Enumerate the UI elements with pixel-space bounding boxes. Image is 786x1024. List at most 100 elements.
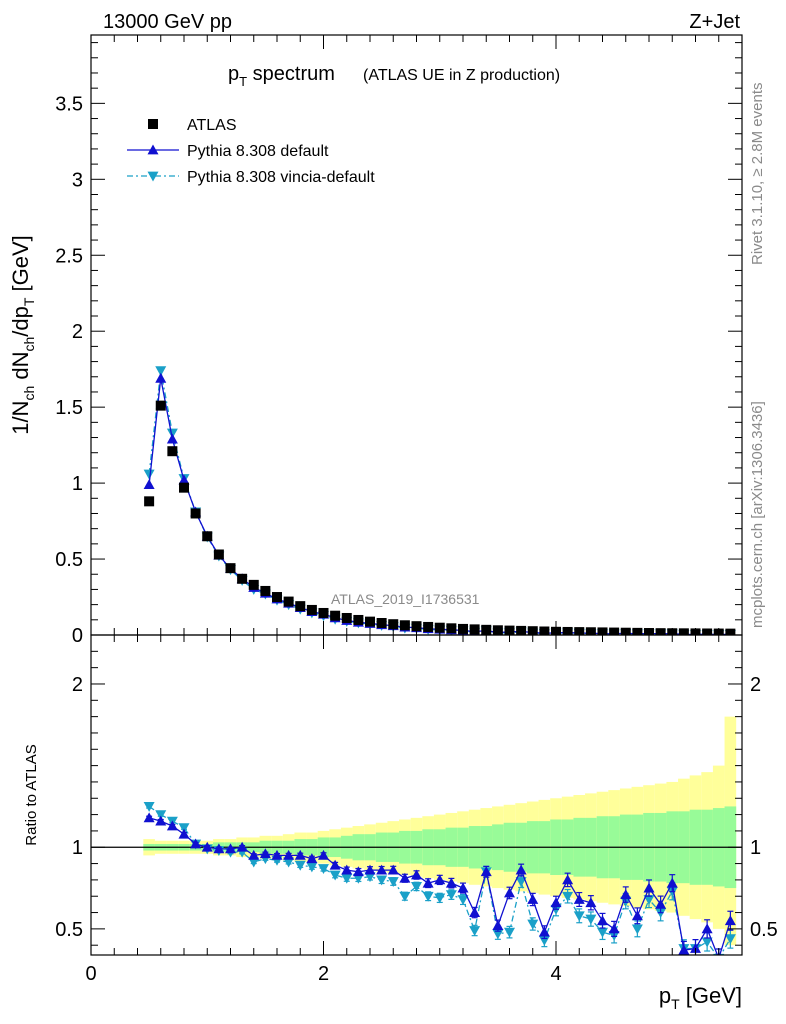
pythia-default-ratio-point — [480, 866, 492, 877]
pythia-default-ratio-point — [550, 897, 562, 908]
process-label: Z+Jet — [689, 11, 740, 33]
pythia-default-ratio-point — [190, 838, 202, 849]
y-tick-label-ratio: 0.5 — [55, 919, 83, 941]
pythia-default-ratio-point — [608, 923, 620, 934]
atlas-data-point — [272, 592, 282, 603]
pythia-default-ratio-point — [597, 915, 608, 926]
atlas-data-point — [318, 607, 329, 618]
legend-marker — [148, 119, 158, 129]
atlas-data-point — [678, 628, 689, 635]
pythia-default-ratio-point — [678, 944, 690, 955]
pythia-default-ratio-point — [469, 907, 481, 917]
pythia-default-ratio-point — [283, 849, 295, 860]
atlas-data-point — [585, 627, 596, 635]
pythia-default-main-point — [178, 474, 190, 485]
atlas-data-point — [225, 563, 236, 574]
atlas-data-point — [213, 549, 224, 560]
energy-label: 13000 GeV pp — [103, 11, 232, 33]
pythia-default-ratio-point — [527, 893, 539, 904]
legend-label: ATLAS — [187, 117, 237, 134]
pythia-default-ratio-point — [690, 942, 701, 953]
vincia-default-ratio-point — [155, 810, 167, 821]
pythia-default-ratio-point — [562, 874, 574, 885]
atlas-data-point — [388, 619, 399, 630]
vincia-default-main-point — [155, 366, 167, 377]
vincia-default-ratio-point — [492, 929, 504, 940]
vincia-default-main-point — [143, 469, 155, 480]
legend: ATLAS Pythia 8.308 default Pythia 8.308 vi… — [127, 117, 375, 186]
axes-frames: 0 2 400.511.522.533.50.5 0.51 12 2 — [55, 34, 778, 985]
atlas-data-point — [446, 623, 457, 634]
pythia-default-ratio-point — [422, 877, 434, 888]
atlas-data-point — [423, 621, 434, 632]
atlas-data-point — [516, 625, 527, 635]
atlas-data-point — [376, 618, 387, 628]
y-tick-label-main: 0.5 — [55, 549, 83, 571]
pythia-default-main-point — [155, 372, 167, 383]
y-tick-label-main: 2 — [72, 321, 83, 343]
plot-title-paren: (ATLAS UE in Z production) — [363, 67, 560, 84]
analysis-watermark: ATLAS_2019_I1736531 — [331, 591, 480, 607]
pythia-default-ratio-point — [585, 897, 597, 908]
atlas-data-point — [702, 628, 713, 635]
vincia-default-ratio-point — [387, 877, 399, 888]
pythia-default-ratio-point — [364, 864, 376, 875]
legend-marker — [147, 144, 159, 155]
vincia-default-ratio-point — [573, 911, 585, 922]
x-tick-label: 4 — [550, 963, 561, 985]
pythia-default-main-point — [143, 479, 155, 490]
legend-label: Pythia 8.308 vincia-default — [187, 169, 375, 186]
pythia-default-ratio-point — [178, 828, 190, 839]
atlas-data-point — [179, 482, 189, 493]
atlas-data-point — [155, 400, 166, 411]
vincia-default-ratio-point — [527, 919, 539, 930]
pythia-default-ratio-point — [236, 841, 248, 852]
pythia-default-ratio-point — [655, 898, 667, 909]
vincia-default-ratio-point — [515, 877, 527, 888]
y-tick-label-main: 2.5 — [55, 245, 83, 267]
vincia-default-ratio-point — [294, 860, 306, 871]
pythia-default-ratio-point — [166, 820, 178, 831]
rivet-label: Rivet 3.1.10, ≥ 2.8M events — [749, 83, 766, 266]
pythia-default-ratio-point — [143, 812, 155, 823]
pythia-default-ratio-point — [411, 869, 422, 880]
atlas-data-point — [190, 508, 201, 519]
atlas-data-point — [167, 446, 178, 457]
pythia-default-ratio-point — [492, 920, 504, 931]
pythia-default-ratio-point — [666, 877, 678, 888]
atlas-data-point — [306, 604, 317, 615]
vincia-default-ratio-point — [504, 927, 515, 938]
vincia-default-ratio-point — [329, 870, 341, 881]
pythia-default-ratio-point — [504, 887, 515, 898]
atlas-data-point — [144, 496, 155, 507]
vincia-default-ratio-point — [643, 895, 655, 905]
y-tick-label-ratio-right: 2 — [750, 674, 761, 696]
vincia-default-main-point — [166, 428, 178, 439]
pythia-default-ratio-point — [352, 866, 364, 877]
pythia-default-ratio-point — [620, 889, 632, 899]
pythia-default-ratio-point — [201, 841, 213, 852]
pythia-default-main-point — [166, 433, 178, 444]
pythia-default-ratio-point — [434, 874, 446, 885]
pythia-default-ratio-point — [306, 853, 318, 864]
pythia-default-ratio-point — [538, 926, 550, 937]
svg-text:1/Nch dNch/dpT [GeV]: 1/Nch dNch/dpT [GeV] — [8, 235, 37, 435]
atlas-data-point — [539, 626, 550, 635]
pythia-default-ratio-point — [445, 877, 457, 888]
vincia-default-ratio-point — [469, 926, 481, 937]
atlas-data-point — [353, 614, 364, 625]
vincia-default-ratio-point — [318, 864, 329, 874]
vincia-default-ratio-point — [631, 924, 643, 935]
mcplots-label: mcplots.cern.ch [arXiv:1306.3436] — [749, 401, 766, 628]
atlas-data-point — [283, 596, 294, 607]
x-tick-label: 0 — [85, 963, 96, 985]
atlas-data-point — [399, 620, 410, 631]
pythia-default-ratio-point — [294, 849, 306, 860]
atlas-data-point — [632, 627, 643, 635]
ratio-ylabel: Ratio to ATLAS — [23, 744, 40, 845]
atlas-data-point — [248, 579, 259, 590]
y-tick-label-main: 1 — [72, 473, 83, 495]
atlas-data-point — [492, 625, 503, 635]
pythia-default-ratio-point — [724, 915, 736, 926]
